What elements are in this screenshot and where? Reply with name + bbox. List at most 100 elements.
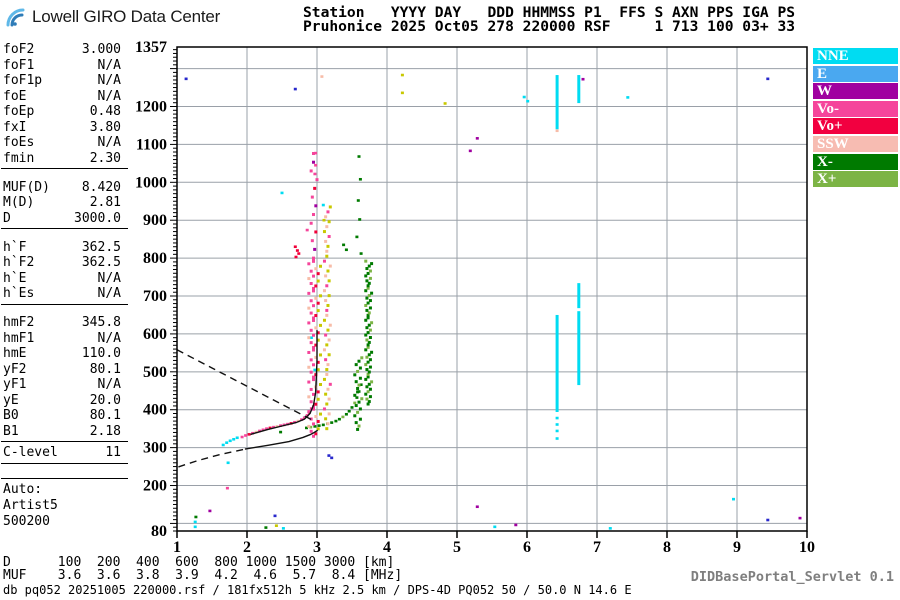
o-trace-column-point bbox=[316, 360, 320, 364]
echo-point bbox=[330, 456, 334, 460]
second-order-column-point bbox=[326, 422, 330, 426]
giro-arcs-icon bbox=[6, 8, 25, 27]
param-value: 2.30 bbox=[89, 150, 121, 166]
x-trace-column-point bbox=[366, 271, 370, 275]
echo-point bbox=[337, 417, 341, 421]
echo-point bbox=[280, 191, 284, 195]
o-trace-column-point bbox=[319, 264, 322, 268]
o-trace-column-point bbox=[312, 259, 315, 263]
x-trace-bend-point bbox=[358, 376, 362, 380]
x-trace-bend-point bbox=[357, 424, 361, 428]
echo-point bbox=[265, 427, 269, 430]
second-order-column-point bbox=[327, 412, 331, 416]
spread-echo-line bbox=[577, 75, 581, 104]
legend-item-vo: Vo+ bbox=[813, 118, 898, 135]
auto-scaling-line: Artist5 bbox=[3, 498, 58, 513]
param-value: 3.80 bbox=[89, 119, 121, 135]
o-trace-column-point bbox=[307, 336, 311, 340]
x-trace-column-point bbox=[364, 289, 368, 293]
x-tick-label: 5 bbox=[453, 539, 461, 556]
echo-point bbox=[295, 249, 299, 252]
o-trace-column-upper-point bbox=[309, 169, 313, 173]
o-trace-column-point bbox=[312, 304, 315, 308]
echo-point bbox=[302, 416, 306, 419]
o-trace-column-point bbox=[316, 397, 320, 401]
y-tick-label: 600 bbox=[143, 326, 167, 343]
param-row-hEs: h`Es N/A bbox=[3, 286, 121, 301]
second-order-column-point bbox=[327, 338, 331, 342]
second-order-column-point bbox=[325, 284, 329, 288]
x-trace-column-point bbox=[370, 291, 374, 295]
x-tick-label: 4 bbox=[383, 539, 391, 556]
param-label: yF1 bbox=[3, 377, 27, 392]
o-trace-column-point bbox=[307, 350, 311, 354]
echo-point bbox=[193, 520, 197, 524]
param-value: 2.81 bbox=[89, 195, 121, 210]
o-trace-column-point bbox=[316, 309, 320, 313]
param-value: N/A bbox=[97, 330, 121, 346]
x-trace-bend-point bbox=[356, 369, 360, 373]
x-trace-column-point bbox=[367, 281, 371, 285]
x-tick-label: 9 bbox=[733, 539, 741, 556]
x-trace-bend-point bbox=[353, 373, 357, 377]
legend-item-w: W bbox=[813, 83, 898, 100]
param-row-hmF1: hmF1 N/A bbox=[3, 331, 121, 346]
x-trace-column-point bbox=[365, 355, 369, 359]
o-trace-column-point bbox=[314, 402, 318, 406]
x-trace-column-point bbox=[365, 397, 369, 401]
echo-point bbox=[225, 486, 229, 490]
param-value: 3000.0 bbox=[74, 210, 121, 226]
second-order-column-point bbox=[324, 392, 328, 396]
param-label: B0 bbox=[3, 408, 19, 423]
echo-point bbox=[468, 149, 472, 153]
second-order-column-point bbox=[322, 377, 326, 381]
echo-point bbox=[327, 454, 331, 457]
x-trace-column-point bbox=[368, 276, 372, 280]
param-row-foEp: foEp 0.48 bbox=[3, 104, 121, 119]
echo-point bbox=[321, 203, 325, 207]
echo-point bbox=[358, 177, 362, 181]
x-trace-bend-point bbox=[354, 363, 358, 367]
parameter-panel: foF2 3.000 foF1 N/A foF1p N/A foE N/A foEp 0.48 fx… bbox=[0, 0, 130, 600]
x-trace-column-point bbox=[367, 353, 371, 357]
echo-point bbox=[400, 91, 404, 95]
second-order-column-point bbox=[327, 220, 331, 224]
x-trace-column-point bbox=[366, 331, 370, 335]
second-order-column-point bbox=[328, 264, 332, 268]
second-order-column-point bbox=[327, 279, 331, 283]
x-trace-column-point bbox=[367, 294, 371, 298]
echo-point bbox=[293, 245, 297, 249]
echo-point bbox=[314, 151, 318, 155]
echo-point bbox=[313, 368, 317, 372]
o-trace-column-point bbox=[307, 365, 311, 369]
o-trace-column-point bbox=[312, 286, 315, 290]
o-trace-column-point bbox=[312, 378, 315, 382]
legend-item-x: X+ bbox=[813, 171, 898, 188]
o-trace-column-point bbox=[316, 301, 320, 305]
param-row-yE: yE 20.0 bbox=[3, 393, 121, 408]
second-order-column-point bbox=[324, 417, 328, 421]
x-trace-column-point bbox=[366, 284, 370, 288]
panel-separator bbox=[1, 168, 128, 169]
o-trace-column-point bbox=[312, 375, 315, 379]
echo-point bbox=[313, 425, 317, 428]
echo-point bbox=[309, 425, 313, 429]
profile-extrapolation bbox=[178, 448, 246, 468]
param-row-MUFD: MUF(D) 8.420 bbox=[3, 180, 121, 195]
echo-point bbox=[342, 243, 346, 247]
echo-point bbox=[357, 155, 361, 158]
x-trace-column-point bbox=[364, 348, 368, 352]
param-label: fxI bbox=[3, 119, 27, 135]
second-order-column-point bbox=[322, 259, 326, 263]
o-trace-column-point bbox=[312, 348, 315, 352]
o-trace-column-point bbox=[309, 311, 313, 315]
x-trace-column-point bbox=[370, 380, 374, 384]
o-trace-column-point bbox=[307, 380, 311, 384]
o-trace-column-point bbox=[309, 429, 313, 433]
param-label: hmF1 bbox=[3, 330, 35, 346]
param-row-yF2: yF2 80.1 bbox=[3, 362, 121, 377]
o-trace-column-point bbox=[307, 277, 311, 281]
o-trace-column-point bbox=[314, 267, 318, 271]
param-row-Clevel: C-level 11 bbox=[3, 445, 121, 460]
